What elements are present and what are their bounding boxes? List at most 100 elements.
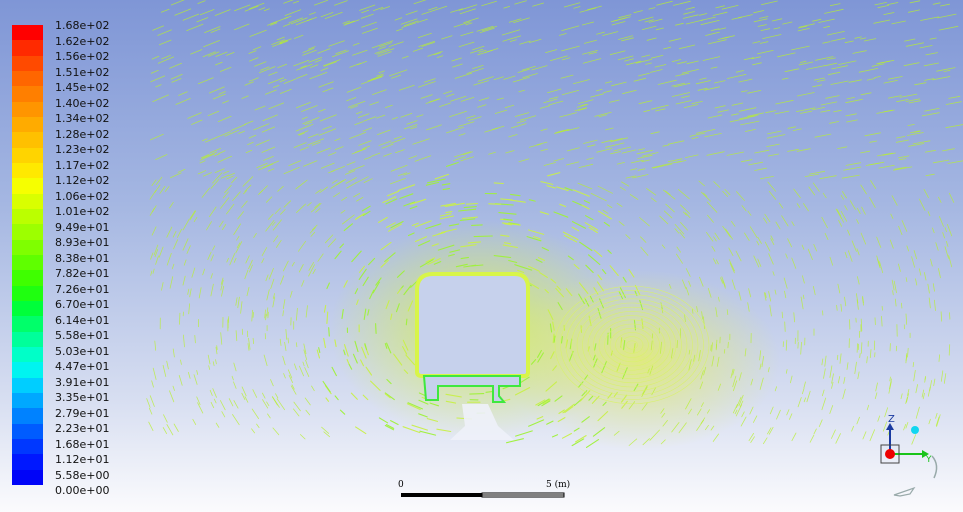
flow-streak xyxy=(761,0,778,6)
flow-streak xyxy=(706,201,718,213)
flow-streak xyxy=(800,60,807,63)
legend-color-segment xyxy=(12,392,43,409)
flow-streak xyxy=(876,236,882,248)
flow-streak xyxy=(368,257,376,266)
flow-streak xyxy=(602,31,619,36)
flow-streak xyxy=(550,351,555,360)
flow-streak xyxy=(150,270,153,276)
flow-streak xyxy=(403,124,418,130)
flow-streak xyxy=(328,152,337,156)
flow-streak xyxy=(711,245,716,252)
flow-streak xyxy=(155,154,168,161)
flow-streak xyxy=(883,80,898,84)
flow-streak xyxy=(736,396,742,409)
flow-streak xyxy=(721,276,726,287)
flow-streak xyxy=(517,68,530,73)
flow-streak xyxy=(305,409,311,416)
legend-label: 8.38e+01 xyxy=(55,251,110,265)
flow-streak xyxy=(215,359,217,365)
flow-streak xyxy=(763,217,768,224)
flow-streak xyxy=(257,189,264,195)
flow-streak xyxy=(621,400,628,409)
legend-label: 9.49e+01 xyxy=(55,220,110,234)
flow-streak xyxy=(308,264,315,277)
flow-streak xyxy=(370,152,381,157)
flow-streak xyxy=(905,277,908,283)
flow-streak xyxy=(369,101,380,106)
flow-streak xyxy=(717,383,721,391)
flow-streak xyxy=(730,368,734,379)
flow-streak xyxy=(625,234,631,240)
flow-streak xyxy=(326,311,329,324)
flow-streak xyxy=(248,134,257,139)
flow-streak xyxy=(676,339,678,349)
flow-streak xyxy=(460,156,475,162)
flow-streak xyxy=(714,80,726,84)
rotate-arrow-icon[interactable] xyxy=(931,455,938,479)
flow-streak xyxy=(476,25,494,32)
flow-streak xyxy=(149,395,155,407)
flow-streak xyxy=(731,102,744,106)
flow-streak xyxy=(860,92,872,96)
flow-streak xyxy=(656,0,673,6)
flow-streak xyxy=(220,174,230,179)
flow-streak xyxy=(169,390,175,403)
flow-streak xyxy=(514,0,527,5)
scale-end-label: 5 (m) xyxy=(546,480,571,490)
flow-streak xyxy=(508,18,522,23)
flow-streak xyxy=(208,365,211,370)
flow-streak xyxy=(840,210,848,222)
flow-streak xyxy=(796,148,811,152)
flow-streak xyxy=(384,393,391,399)
flow-streak xyxy=(386,222,396,228)
flow-streak xyxy=(559,112,577,118)
flow-streak xyxy=(703,316,705,330)
flow-streak xyxy=(284,9,302,16)
flow-streak xyxy=(688,280,691,287)
flow-streak xyxy=(703,366,707,376)
flow-streak xyxy=(285,328,288,340)
flow-streak xyxy=(725,228,733,240)
flow-streak xyxy=(433,52,442,56)
flow-streak xyxy=(770,235,774,241)
flow-streak xyxy=(439,215,455,220)
flow-streak xyxy=(769,304,772,317)
flow-streak xyxy=(905,98,921,102)
flow-streak xyxy=(581,21,595,26)
flow-streak xyxy=(503,75,516,80)
flow-streak xyxy=(360,359,365,367)
flow-streak xyxy=(571,221,587,229)
flow-streak xyxy=(361,79,375,85)
axis-triad[interactable]: Z Y xyxy=(870,410,950,505)
flow-streak xyxy=(539,105,550,109)
flow-streak xyxy=(301,105,318,112)
flow-streak xyxy=(566,161,580,166)
flow-streak xyxy=(448,223,460,227)
flow-streak xyxy=(465,115,476,119)
rotate-back-icon[interactable] xyxy=(893,486,916,497)
flow-streak xyxy=(536,141,548,146)
flow-streak xyxy=(915,406,920,419)
flow-streak xyxy=(621,149,637,154)
flow-streak xyxy=(718,296,720,302)
flow-streak xyxy=(405,354,416,366)
flow-streak xyxy=(741,205,747,212)
flow-streak xyxy=(277,185,284,192)
flow-streak xyxy=(573,263,580,270)
flow-streak xyxy=(282,310,284,317)
flow-streak xyxy=(621,37,634,42)
flow-streak xyxy=(698,180,705,187)
flow-streak xyxy=(166,360,169,370)
flow-streak xyxy=(889,239,894,249)
flow-streak xyxy=(915,384,918,394)
flow-streak xyxy=(844,251,848,259)
flow-streak xyxy=(759,350,762,361)
flow-streak xyxy=(856,207,861,214)
flow-streak xyxy=(707,214,714,223)
flow-streak xyxy=(923,188,929,199)
flow-streak xyxy=(510,193,521,197)
flow-streak xyxy=(172,385,175,391)
flow-streak xyxy=(560,335,563,344)
flow-streak xyxy=(668,38,682,42)
flow-streak xyxy=(710,66,718,69)
